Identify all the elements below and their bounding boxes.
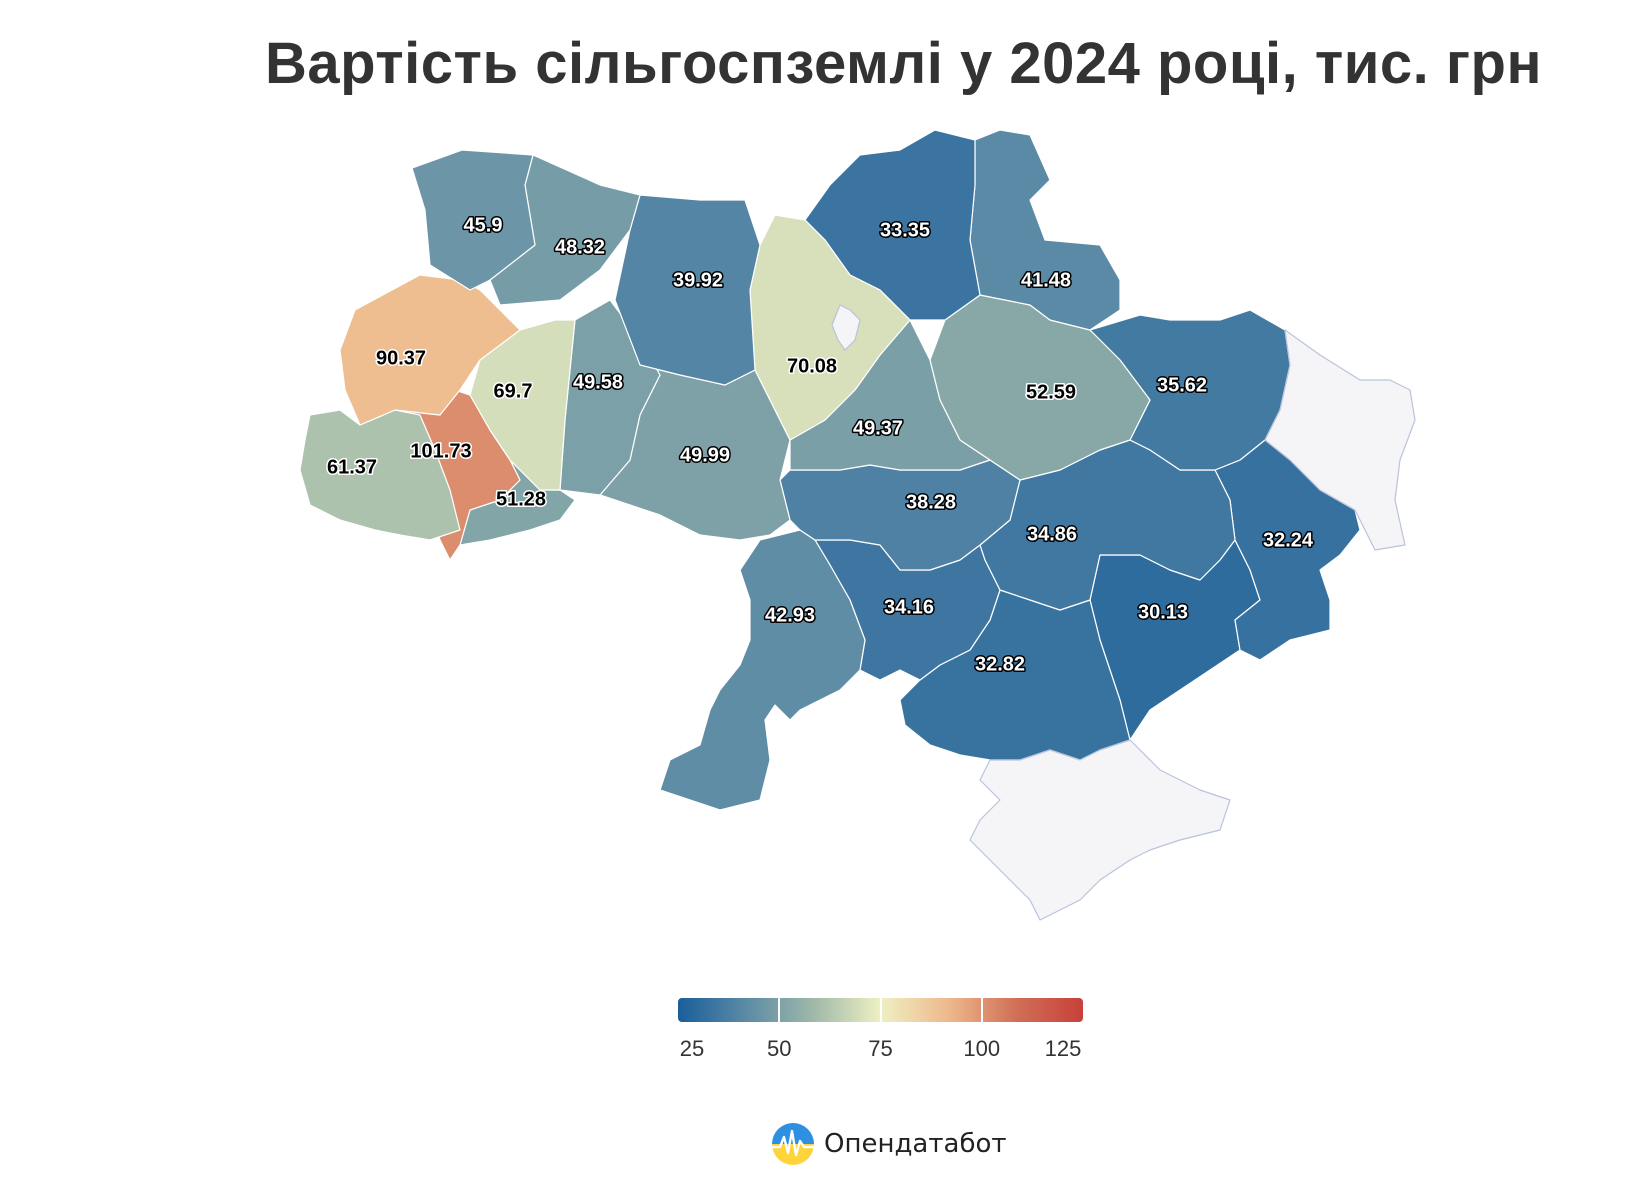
- region-label-chernihiv: 33.35: [880, 219, 930, 241]
- region-label-sumy: 41.48: [1021, 269, 1071, 291]
- region-label-zakarpattia: 61.37: [327, 456, 377, 478]
- legend-tick-label: 100: [963, 1036, 1001, 1061]
- page-title: Вартість сільгоспземлі у 2024 році, тис.…: [264, 31, 1543, 96]
- region-label-khmelnytskyi: 49.58: [573, 371, 623, 393]
- region-kyiv[interactable]: [749, 214, 911, 441]
- region-label-mykolaiv: 34.16: [884, 596, 934, 618]
- legend-tick-label: 25: [679, 1036, 705, 1061]
- region-label-ternopil: 69.7: [494, 380, 533, 402]
- region-luhansk-no-data: [1264, 329, 1416, 551]
- region-label-poltava: 52.59: [1026, 381, 1076, 403]
- region-label-rivne: 48.32: [555, 236, 605, 258]
- region-label-zaporizhzhia: 30.13: [1138, 601, 1188, 623]
- color-scale-legend: 25 50 75 100 125: [678, 998, 1083, 1061]
- region-ternopil[interactable]: [469, 319, 576, 491]
- region-zhytomyr[interactable]: [614, 194, 761, 386]
- region-label-kherson: 32.82: [975, 653, 1025, 675]
- region-label-vinnytsia: 49.99: [680, 444, 730, 466]
- region-volyn[interactable]: [411, 149, 536, 291]
- region-odesa[interactable]: [659, 529, 866, 811]
- region-label-zhytomyr: 39.92: [673, 269, 723, 291]
- region-label-odesa: 42.93: [765, 604, 815, 626]
- legend-tick-label: 125: [1044, 1036, 1082, 1061]
- legend-tick-mark: [778, 998, 781, 1022]
- legend-tick-label: 75: [868, 1036, 893, 1061]
- region-label-kirovohrad: 38.28: [906, 491, 956, 513]
- region-label-ivano-frankivsk: 101.73: [410, 440, 471, 462]
- region-label-lviv: 90.37: [376, 347, 426, 369]
- region-label-dnipropetrovsk: 34.86: [1027, 523, 1077, 545]
- opendatabot-logo-icon: [772, 1123, 814, 1165]
- region-crimea-no-data: [969, 739, 1231, 921]
- region-label-cherkasy: 49.37: [853, 417, 903, 439]
- legend-tick-label: 50: [767, 1036, 792, 1061]
- region-label-kyiv: 70.08: [787, 355, 837, 377]
- region-label-kharkiv: 35.62: [1157, 374, 1207, 396]
- region-label-donetsk: 32.24: [1263, 529, 1314, 551]
- legend-tick-mark: [879, 998, 882, 1022]
- legend-tick-mark: [980, 998, 983, 1022]
- region-label-chernivtsi: 51.28: [496, 488, 546, 510]
- brand-name: Опендатабот: [824, 1129, 1007, 1159]
- region-kyiv-city-no-data: [831, 304, 861, 351]
- region-label-volyn: 45.9: [464, 214, 503, 236]
- brand-footer: Опендатабот: [772, 1122, 1007, 1166]
